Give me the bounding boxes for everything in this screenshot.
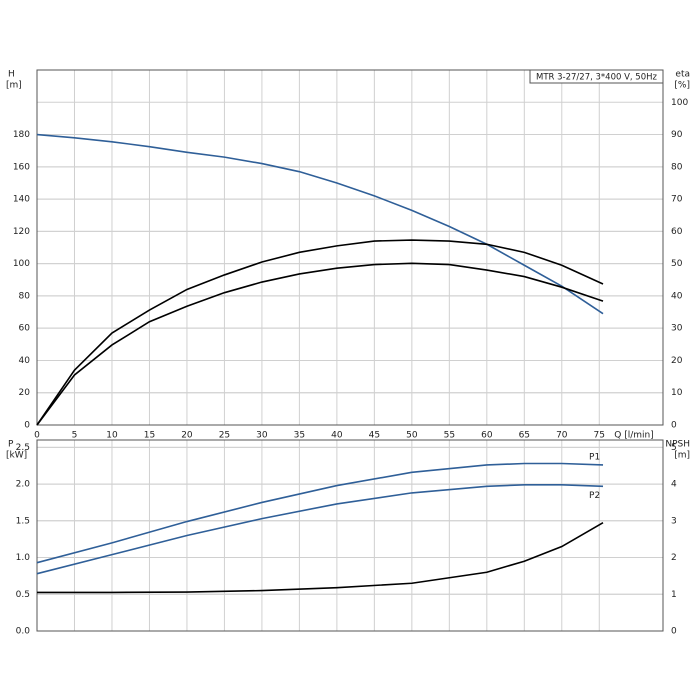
y-tick-label: 1.0 [16,553,31,563]
y-tick-label: 2.0 [16,480,31,490]
y-tick-label: 1.5 [16,516,30,526]
series-line [36,484,604,575]
x-tick-label: 40 [331,431,343,441]
x-tick-label: 50 [406,431,418,441]
y2-tick-label: 30 [671,324,683,334]
x-tick-label: 70 [556,431,568,441]
x-tick-label: 60 [481,431,493,441]
x-tick-label: 15 [144,431,155,441]
y2-tick-label: 100 [671,98,688,108]
x-tick-label: 20 [181,431,193,441]
y2-tick-label: 10 [671,388,683,398]
y-tick-label: 80 [19,291,31,301]
y2-tick-label: 70 [671,195,683,205]
x-tick-label: 55 [444,431,455,441]
x-tick-label: 35 [294,431,305,441]
y-tick-label: 120 [13,227,30,237]
series-line [36,133,604,315]
y-axis-unit: [m] [6,81,22,91]
y-axis-label: H [8,70,15,80]
y2-axis-unit: [%] [674,81,690,91]
y2-axis-unit: [m] [674,451,690,461]
y2-tick-label: 90 [671,130,683,140]
title-box [529,69,664,84]
y2-tick-label: 2 [671,553,677,563]
plot-frame [36,439,664,632]
y2-tick-label: 80 [671,162,683,172]
plot-frame [36,69,664,426]
y-tick-label: 20 [19,388,31,398]
y2-tick-label: 0 [671,627,677,637]
x-tick-label: 10 [106,431,118,441]
y2-tick-label: 40 [671,291,683,301]
x-axis-label: Q [l/min] [614,431,653,441]
y-tick-label: 160 [13,162,30,172]
y-tick-label: 0.5 [16,590,30,600]
y2-axis-label: NPSH [665,440,690,450]
y-tick-label: 0 [24,421,30,431]
y2-axis-label: eta [675,70,690,80]
y-axis-label: P [8,440,14,450]
y-tick-label: 0.0 [16,627,31,637]
y-tick-label: 60 [19,324,31,334]
y2-tick-label: 50 [671,259,683,269]
x-tick-label: 75 [594,431,605,441]
y-tick-label: 2.5 [16,443,30,453]
x-tick-label: 65 [519,431,530,441]
x-tick-label: 30 [256,431,268,441]
x-tick-label: 25 [219,431,230,441]
series-label: P2 [589,491,600,501]
y-tick-label: 180 [13,130,30,140]
y2-tick-label: 0 [671,421,677,431]
y2-tick-label: 20 [671,356,683,366]
y-tick-label: 140 [13,195,30,205]
y-tick-label: 100 [13,259,30,269]
x-tick-label: 0 [34,431,40,441]
x-tick-label: 5 [72,431,78,441]
y2-tick-label: 60 [671,227,683,237]
x-tick-label: 45 [369,431,380,441]
y2-tick-label: 4 [671,480,677,490]
series-line [37,521,604,594]
y2-tick-label: 1 [671,590,677,600]
y2-tick-label: 3 [671,516,677,526]
series-line [36,462,604,564]
y2-tick-label: 5 [671,443,677,453]
y-tick-label: 40 [19,356,31,366]
series-line [36,262,604,426]
series-line [36,239,604,426]
y-axis-unit: [kW] [6,451,27,461]
series-label: P1 [589,452,600,462]
chart-title: MTR 3-27/27, 3*400 V, 50Hz [536,73,658,83]
